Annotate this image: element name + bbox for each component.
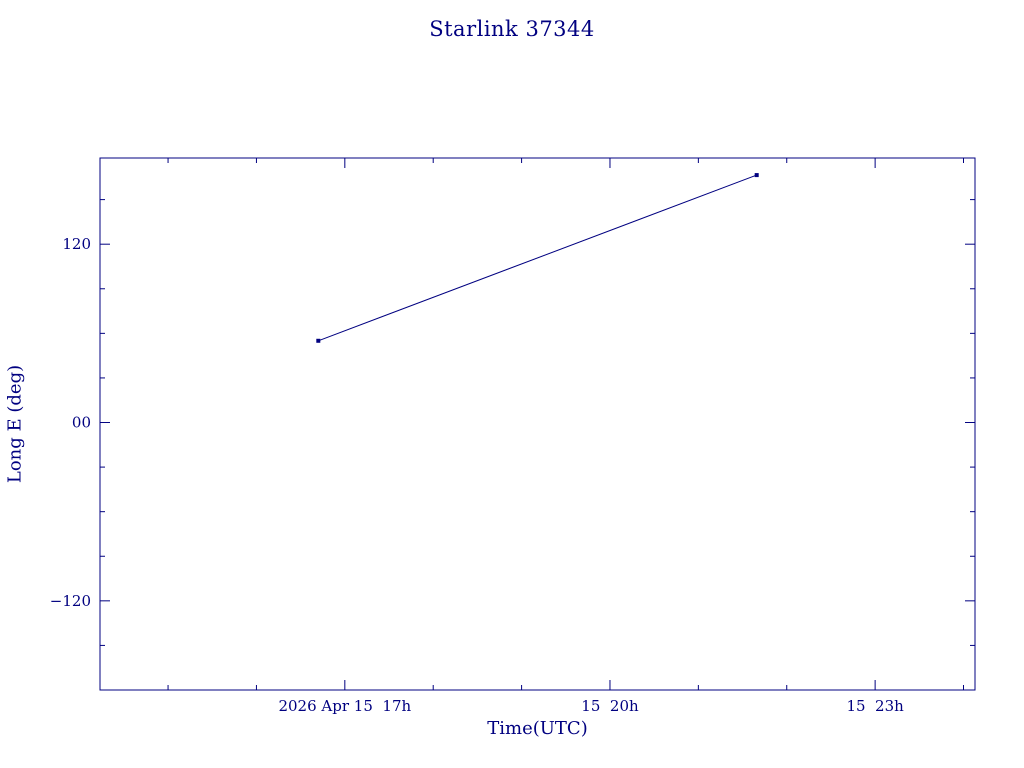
data-point-marker xyxy=(754,173,759,178)
x-tick-label: 2026 Apr 15 17h xyxy=(278,697,411,715)
plot-frame xyxy=(99,157,976,691)
x-axis-label: Time(UTC) xyxy=(487,718,588,739)
y-tick-label: −120 xyxy=(50,592,91,610)
x-tick-label: 15 23h xyxy=(846,697,904,715)
y-tick-label: 00 xyxy=(72,414,91,432)
data-line xyxy=(318,174,757,342)
y-tick-label: 120 xyxy=(62,235,91,253)
chart-title: Starlink 37344 xyxy=(429,17,595,41)
x-tick-label: 15 20h xyxy=(581,697,639,715)
data-point-marker xyxy=(316,338,321,343)
